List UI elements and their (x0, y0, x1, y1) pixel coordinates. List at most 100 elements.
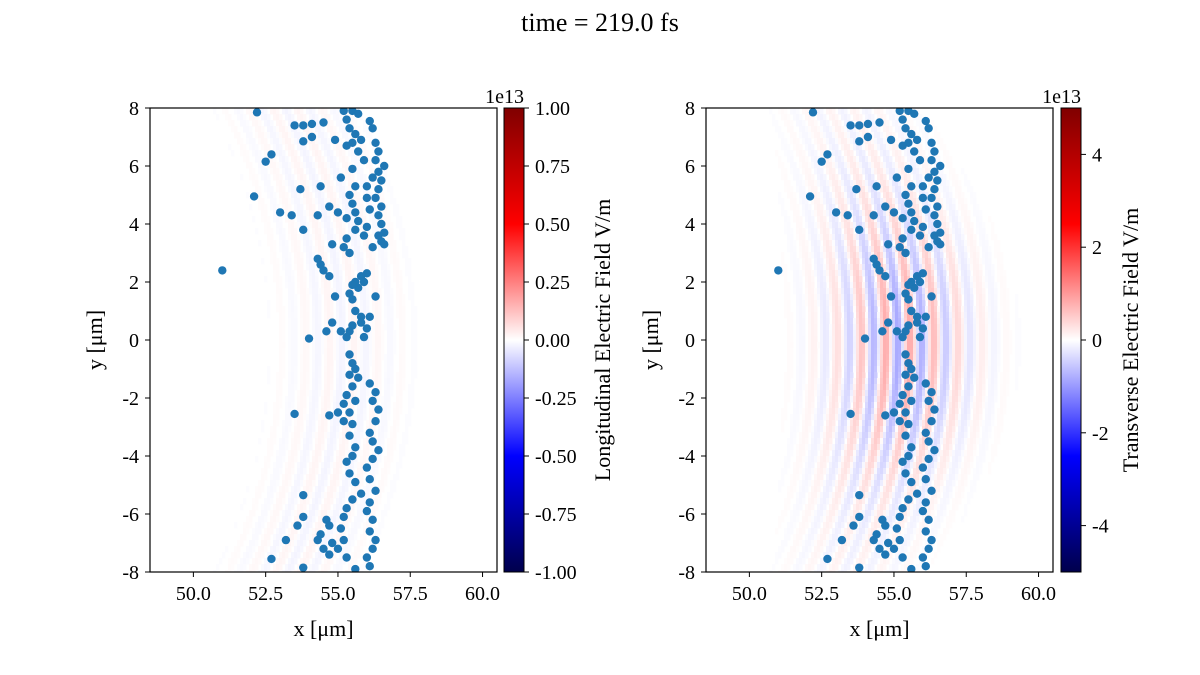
particle-point (898, 214, 907, 223)
x-tick-label: 57.5 (393, 583, 428, 605)
particle-point (855, 512, 864, 522)
colorbar-tick-label: -0.25 (535, 388, 577, 410)
particle-point (912, 135, 922, 145)
particle-point (365, 312, 374, 321)
y-tick-label: -6 (678, 504, 695, 526)
colorbar (503, 107, 525, 573)
x-tick-label: 55.0 (876, 583, 911, 605)
particle-point (368, 243, 377, 252)
particle-point (881, 272, 890, 281)
x-tick-label: 57.5 (949, 583, 984, 605)
y-tick-label: 6 (129, 156, 139, 178)
particle-point (910, 216, 919, 226)
particle-point (371, 417, 380, 426)
particle-point (345, 350, 354, 359)
particle-point (927, 388, 936, 397)
y-tick-label: -2 (122, 388, 139, 410)
x-tick-label: 50.0 (176, 583, 211, 605)
left-plot-panel: 50.0 52.5 55.0 57.5 60.0 -8 -6 -4 -2 0 2 4 6 8 x [μm] y… (82, 86, 615, 641)
particle-point (852, 185, 861, 194)
particle-point (895, 512, 904, 522)
y-tick-label: 0 (129, 330, 139, 352)
colorbar-multiplier: 1e13 (1042, 86, 1081, 108)
particle-point (299, 563, 308, 572)
particle-point (351, 396, 360, 406)
particle-point (368, 173, 377, 182)
particle-point (345, 248, 354, 258)
particle-point (313, 211, 322, 220)
particle-point (863, 132, 873, 142)
particle-point (316, 260, 325, 269)
particle-point (345, 190, 354, 200)
particle-point (319, 118, 328, 127)
particle-point (287, 211, 296, 220)
particle-point (927, 417, 936, 426)
particle-point (846, 121, 855, 130)
particle-point (339, 399, 348, 408)
particle-point (901, 469, 910, 478)
particle-point (921, 205, 930, 214)
particle-point (927, 138, 936, 147)
particle-point (333, 544, 343, 553)
colorbar (1060, 107, 1082, 573)
particle-point (915, 156, 925, 165)
y-tick-label: 0 (685, 330, 695, 352)
particle-point (293, 521, 302, 530)
particle-point (933, 176, 942, 185)
colorbar-tick-label: -0.50 (535, 446, 577, 468)
particle-point (333, 208, 343, 217)
particle-point (843, 211, 852, 220)
particle-point (330, 292, 340, 301)
particle-point (374, 185, 383, 194)
particle-point (907, 477, 916, 487)
particle-point (930, 231, 939, 240)
particle-point (927, 486, 936, 495)
particle-point (924, 544, 933, 553)
particle-point (921, 475, 930, 484)
particle-point (904, 495, 913, 504)
particle-point (930, 167, 939, 176)
particle-point (907, 564, 916, 572)
particle-point (365, 428, 374, 437)
figure-title: time = 219.0 fs (521, 8, 679, 37)
particle-point (892, 327, 902, 336)
colorbar-tick-label: 0.25 (535, 272, 570, 294)
y-tick-label: 4 (129, 214, 139, 236)
particle-point (339, 535, 348, 545)
particle-point (823, 150, 832, 159)
particle-point (837, 535, 847, 545)
particle-point (881, 202, 890, 211)
particle-point (368, 454, 377, 464)
particle-point (907, 443, 916, 452)
particle-point (904, 164, 913, 174)
particle-point (267, 554, 276, 564)
x-tick-label: 60.0 (465, 583, 500, 605)
particle-point (933, 219, 942, 229)
particle-point (930, 405, 939, 414)
particle-point (374, 405, 383, 414)
x-axis-label: x [μm] (293, 616, 353, 641)
particle-point (368, 544, 377, 553)
particle-point (918, 506, 928, 516)
particle-point (368, 437, 377, 446)
particle-point (307, 132, 317, 142)
particle-point (356, 272, 366, 281)
colorbar-tick-label: -4 (1092, 516, 1109, 538)
particle-point (907, 396, 916, 406)
particle-point (330, 135, 340, 145)
particle-point (351, 477, 360, 487)
x-tick-label: 50.0 (732, 583, 767, 605)
particle-point (881, 550, 890, 559)
particle-point (930, 147, 939, 156)
y-tick-label: -8 (678, 562, 695, 584)
particle-point (362, 182, 372, 191)
particle-point (898, 115, 907, 124)
particle-point (898, 504, 907, 513)
particle-point (339, 512, 348, 522)
particle-point (359, 332, 369, 342)
particle-point (299, 512, 308, 522)
particle-point (325, 272, 334, 281)
particle-point (333, 408, 343, 417)
particle-point (901, 248, 910, 258)
right-plot-panel: 50.0 52.5 55.0 57.5 60.0 -8 -6 -4 -2 0 2 4 6 8 x [μm] y… (638, 86, 1143, 641)
